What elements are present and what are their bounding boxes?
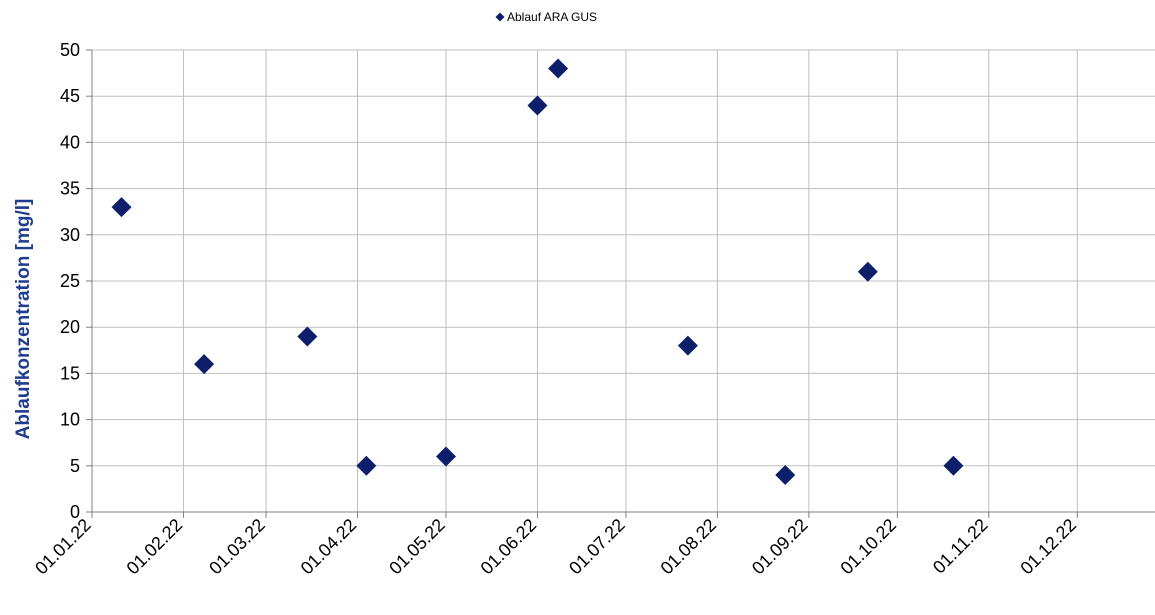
- data-points: [111, 58, 964, 486]
- x-tick-label: 01.10.22: [836, 515, 900, 579]
- y-tick-label: 5: [70, 456, 80, 476]
- data-point: [111, 197, 132, 218]
- x-tick-label: 01.11.22: [929, 515, 992, 578]
- y-tick-label: 25: [60, 271, 80, 291]
- x-tick-label: 01.02.22: [123, 515, 187, 579]
- x-tick-label: 01.01.22: [31, 515, 95, 579]
- axes: [86, 49, 1155, 518]
- x-tick-label: 01.06.22: [477, 515, 541, 579]
- data-point: [857, 261, 878, 282]
- x-tick-label: 01.05.22: [385, 515, 449, 579]
- data-point: [677, 335, 698, 356]
- x-tick-label: 01.03.22: [205, 515, 269, 579]
- legend-label: Ablauf ARA GUS: [507, 10, 597, 24]
- x-tick-label: 01.09.22: [748, 515, 812, 579]
- diamond-icon: [495, 12, 505, 22]
- y-tick-label: 45: [60, 86, 80, 106]
- data-point: [356, 455, 377, 476]
- data-point: [943, 455, 964, 476]
- y-tick-label: 40: [60, 132, 80, 152]
- data-point: [548, 58, 569, 79]
- x-tick-labels: 01.01.22 01.02.22 01.03.22 01.04.22 01.05.22…: [31, 515, 1080, 579]
- y-tick-label: 50: [60, 40, 80, 60]
- data-point: [775, 465, 796, 486]
- y-tick-label: 30: [60, 225, 80, 245]
- x-tick-label: 01.07.22: [565, 515, 629, 579]
- y-tick-label: 20: [60, 317, 80, 337]
- legend: Ablauf ARA GUS: [495, 10, 597, 24]
- x-tick-label: 01.08.22: [657, 515, 721, 579]
- y-tick-label: 10: [60, 410, 80, 430]
- y-tick-label: 15: [60, 363, 80, 383]
- gridlines: [92, 49, 1155, 512]
- data-point: [297, 326, 318, 347]
- y-tick-label: 0: [70, 502, 80, 522]
- x-tick-label: 01.12.22: [1016, 515, 1080, 579]
- data-point: [436, 446, 456, 467]
- data-point: [527, 95, 548, 116]
- y-tick-labels: 0 5 10 15 20 25 30 35 40 45 50: [60, 40, 80, 522]
- data-point: [194, 354, 215, 375]
- y-tick-label: 35: [60, 179, 80, 199]
- x-tick-label: 01.04.22: [297, 515, 361, 579]
- y-axis-label: Ablaufkonzentration [mg/l]: [13, 199, 34, 440]
